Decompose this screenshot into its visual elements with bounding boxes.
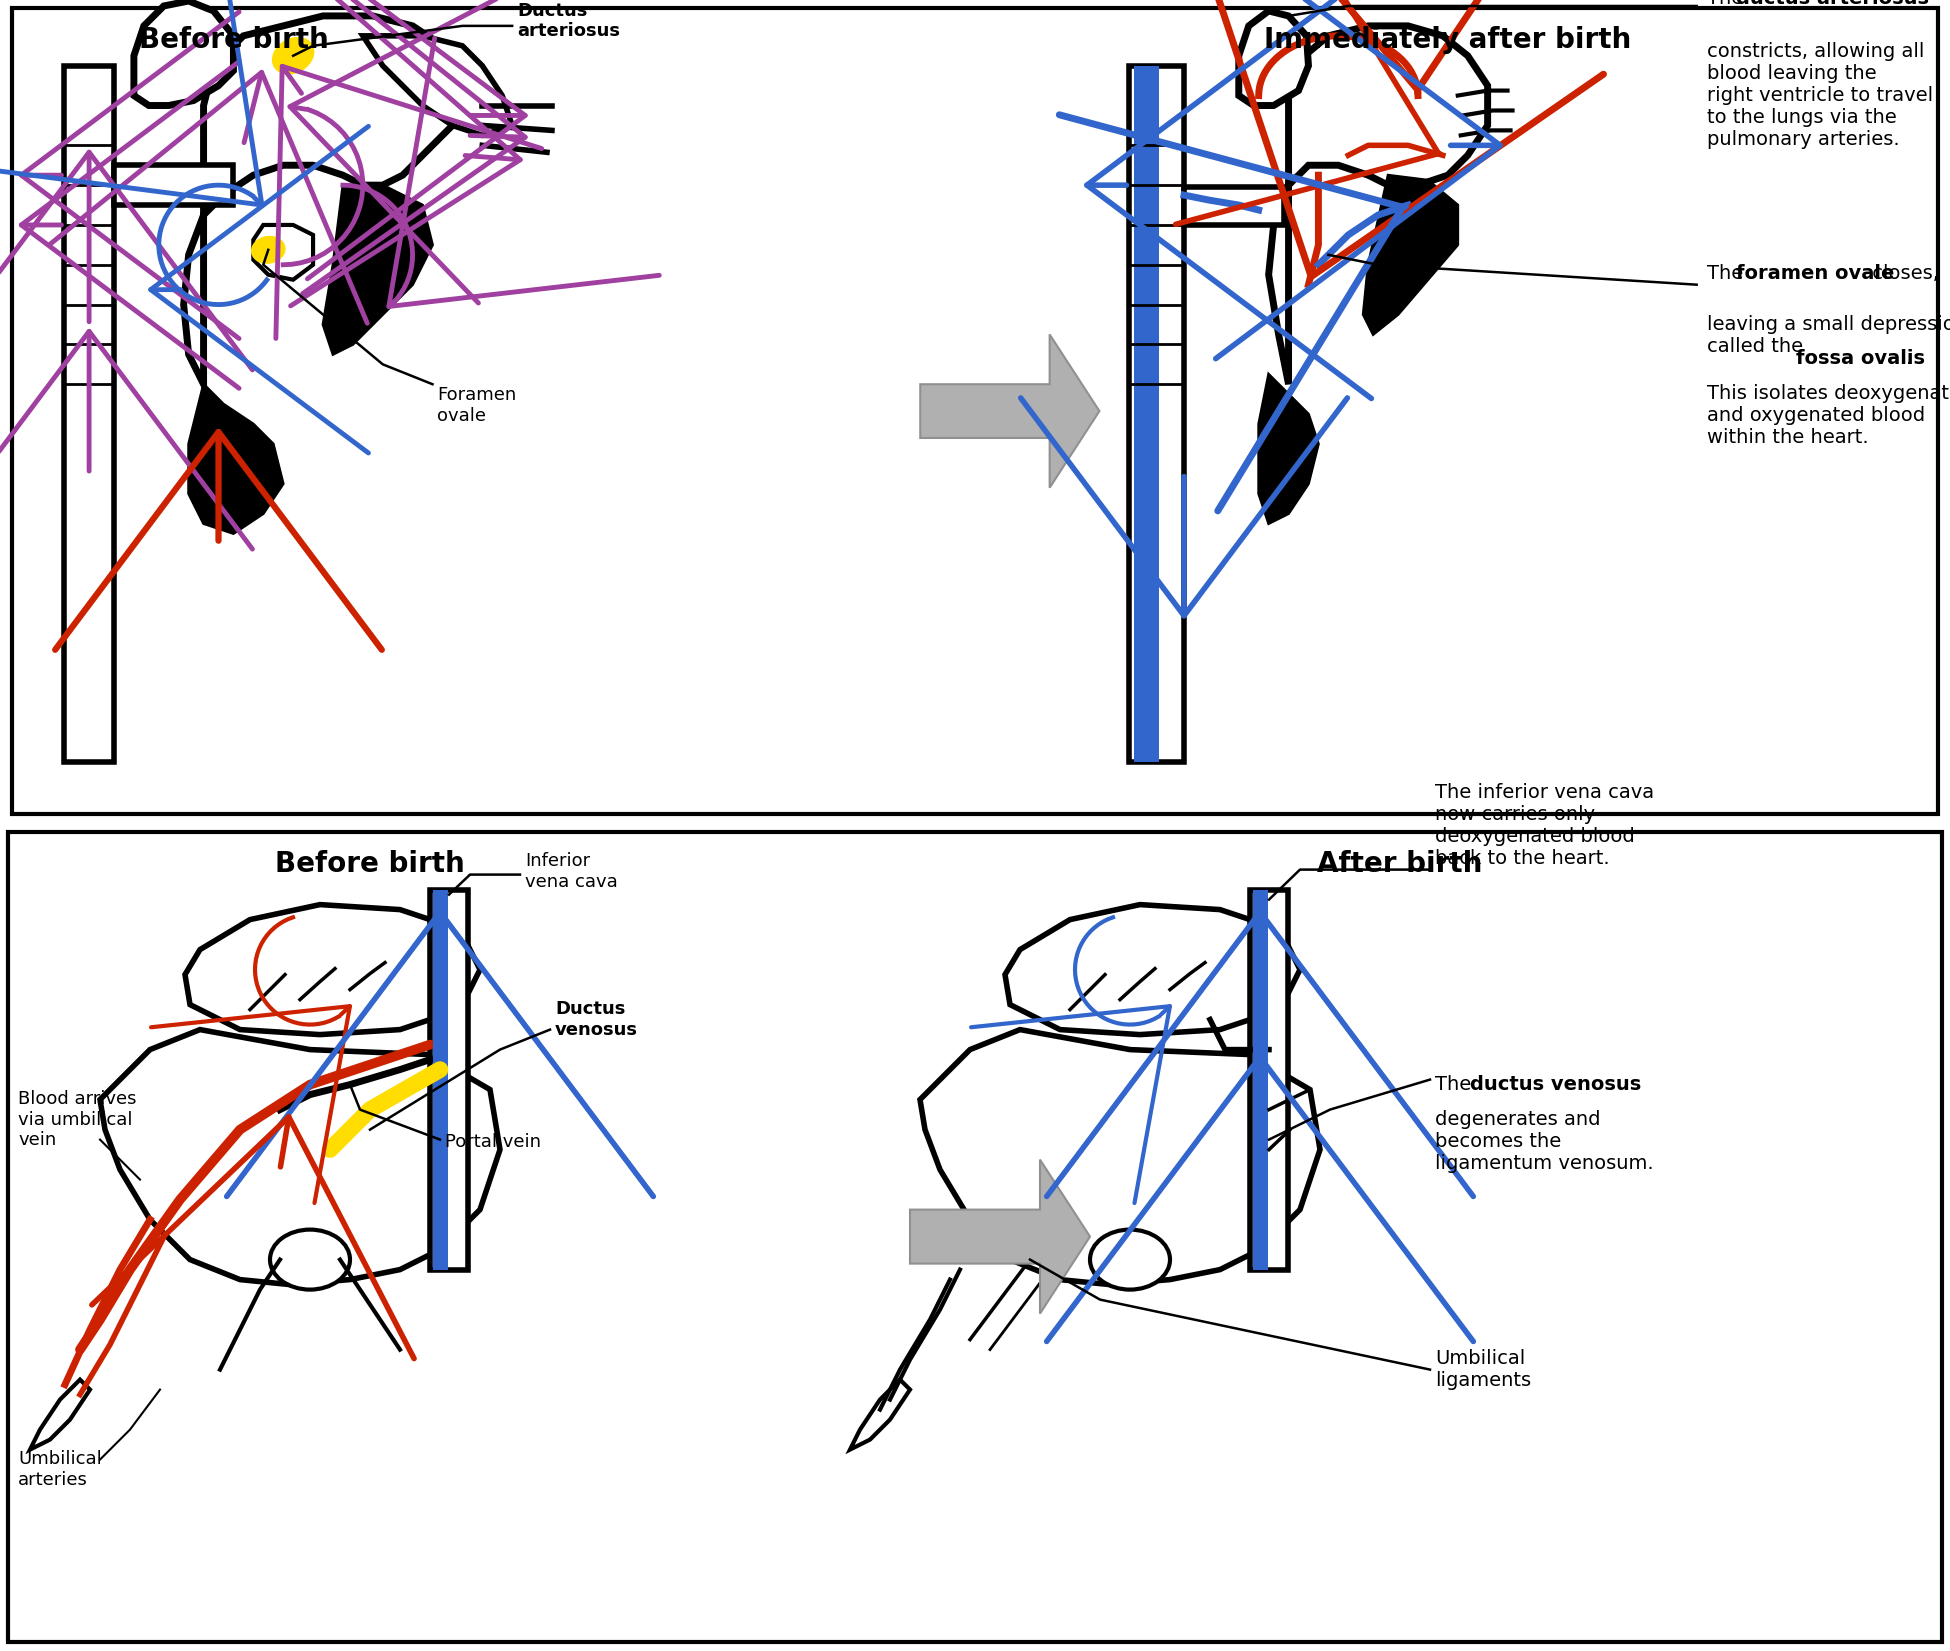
Ellipse shape <box>269 1230 349 1289</box>
Polygon shape <box>1363 175 1459 335</box>
Bar <box>1184 187 1283 225</box>
Ellipse shape <box>252 236 285 264</box>
Text: Portal vein: Portal vein <box>445 1133 540 1151</box>
Bar <box>1129 66 1184 763</box>
Text: .: . <box>1905 350 1911 368</box>
Polygon shape <box>324 185 433 355</box>
Polygon shape <box>254 225 314 279</box>
Ellipse shape <box>1090 1230 1170 1289</box>
Text: After birth: After birth <box>1318 850 1482 878</box>
Text: The: The <box>1706 264 1749 282</box>
Text: Before birth: Before birth <box>138 26 328 54</box>
Polygon shape <box>183 17 462 385</box>
Text: closes,: closes, <box>1866 264 1938 282</box>
Text: Inferior
vena cava: Inferior vena cava <box>525 852 618 892</box>
Text: Ductus
venosus: Ductus venosus <box>556 1001 638 1038</box>
Text: Blood arrives
via umbilical
vein: Blood arrives via umbilical vein <box>18 1090 136 1149</box>
Text: ductus venosus: ductus venosus <box>1470 1075 1642 1093</box>
Text: The: The <box>1706 0 1749 8</box>
Text: Umbilical
ligaments: Umbilical ligaments <box>1435 1349 1531 1390</box>
Text: The: The <box>1435 1075 1478 1093</box>
Polygon shape <box>1269 26 1488 385</box>
Bar <box>433 890 448 1270</box>
Bar <box>1135 66 1158 763</box>
Bar <box>431 890 468 1270</box>
Polygon shape <box>920 335 1100 487</box>
Polygon shape <box>185 905 480 1035</box>
Text: Immediately after birth: Immediately after birth <box>1264 26 1632 54</box>
Text: Foramen
ovale: Foramen ovale <box>437 386 517 424</box>
Polygon shape <box>1258 375 1318 523</box>
Text: The inferior vena cava
now carries only
deoxygenated blood
back to the heart.: The inferior vena cava now carries only … <box>1435 783 1654 867</box>
Bar <box>1250 890 1289 1270</box>
Text: This isolates deoxygenated
and oxygenated blood
within the heart.: This isolates deoxygenated and oxygenate… <box>1706 385 1950 447</box>
Text: leaving a small depression
called the: leaving a small depression called the <box>1706 315 1950 355</box>
Polygon shape <box>189 385 283 533</box>
Polygon shape <box>363 36 513 135</box>
Polygon shape <box>1004 905 1301 1035</box>
Text: ductus arteriosus: ductus arteriosus <box>1737 0 1929 8</box>
Text: foramen ovale: foramen ovale <box>1737 264 1895 282</box>
Polygon shape <box>135 2 234 106</box>
Polygon shape <box>1238 12 1308 106</box>
Bar <box>113 165 234 205</box>
Text: fossa ovalis: fossa ovalis <box>1796 350 1925 368</box>
Polygon shape <box>920 1030 1320 1284</box>
Text: constricts, allowing all
blood leaving the
right ventricle to travel
to the lung: constricts, allowing all blood leaving t… <box>1706 41 1932 149</box>
Polygon shape <box>29 1380 90 1450</box>
Polygon shape <box>850 1380 911 1450</box>
Text: Ductus
arteriosus: Ductus arteriosus <box>517 2 620 40</box>
Bar <box>64 66 113 763</box>
Polygon shape <box>99 1030 499 1284</box>
Text: Before birth: Before birth <box>275 850 464 878</box>
Text: degenerates and
becomes the
ligamentum venosum.: degenerates and becomes the ligamentum v… <box>1435 1109 1654 1172</box>
Polygon shape <box>911 1159 1090 1314</box>
Text: Umbilical
arteries: Umbilical arteries <box>18 1450 101 1489</box>
Bar <box>1254 890 1268 1270</box>
Ellipse shape <box>271 36 314 74</box>
